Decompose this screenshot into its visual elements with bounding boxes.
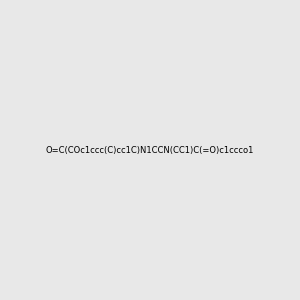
Text: O=C(COc1ccc(C)cc1C)N1CCN(CC1)C(=O)c1ccco1: O=C(COc1ccc(C)cc1C)N1CCN(CC1)C(=O)c1ccco… [46, 146, 254, 154]
